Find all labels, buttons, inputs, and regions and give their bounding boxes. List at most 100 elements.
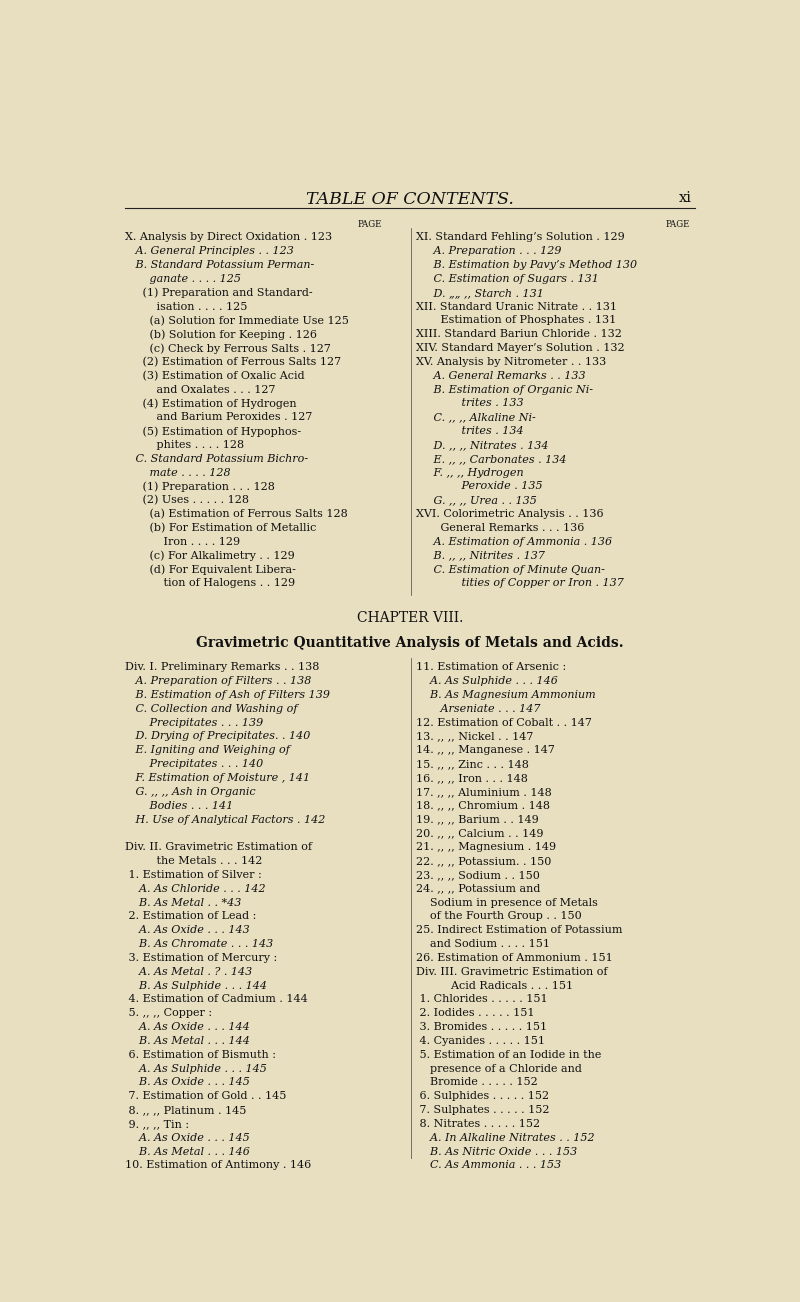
Text: A. General Remarks . . 133: A. General Remarks . . 133	[416, 371, 586, 380]
Text: XII. Standard Uranic Nitrate . . 131: XII. Standard Uranic Nitrate . . 131	[416, 302, 618, 311]
Text: C. Standard Potassium Bichro-: C. Standard Potassium Bichro-	[125, 454, 308, 464]
Text: (4) Estimation of Hydrogen: (4) Estimation of Hydrogen	[125, 398, 297, 409]
Text: 20. ,, ,, Calcium . . 149: 20. ,, ,, Calcium . . 149	[416, 828, 544, 838]
Text: A. As Oxide . . . 143: A. As Oxide . . . 143	[125, 926, 250, 935]
Text: 2. Iodides . . . . . 151: 2. Iodides . . . . . 151	[416, 1008, 534, 1018]
Text: 3. Estimation of Mercury :: 3. Estimation of Mercury :	[125, 953, 277, 963]
Text: Acid Radicals . . . 151: Acid Radicals . . . 151	[416, 980, 574, 991]
Text: 1. Chlorides . . . . . 151: 1. Chlorides . . . . . 151	[416, 995, 548, 1004]
Text: 7. Estimation of Gold . . 145: 7. Estimation of Gold . . 145	[125, 1091, 286, 1101]
Text: 5. ,, ,, Copper :: 5. ,, ,, Copper :	[125, 1008, 212, 1018]
Text: (2) Estimation of Ferrous Salts 127: (2) Estimation of Ferrous Salts 127	[125, 357, 341, 367]
Text: E. Igniting and Weighing of: E. Igniting and Weighing of	[125, 745, 290, 755]
Text: E. ,, ,, Carbonates . 134: E. ,, ,, Carbonates . 134	[416, 454, 566, 464]
Text: Peroxide . 135: Peroxide . 135	[416, 482, 543, 491]
Text: X. Analysis by Direct Oxidation . 123: X. Analysis by Direct Oxidation . 123	[125, 233, 332, 242]
Text: (1) Preparation and Standard-: (1) Preparation and Standard-	[125, 288, 313, 298]
Text: 6. Sulphides . . . . . 152: 6. Sulphides . . . . . 152	[416, 1091, 550, 1101]
Text: isation . . . . 125: isation . . . . 125	[125, 302, 247, 311]
Text: Precipitates . . . 140: Precipitates . . . 140	[125, 759, 263, 769]
Text: B. Estimation of Ash of Filters 139: B. Estimation of Ash of Filters 139	[125, 690, 330, 700]
Text: trites . 133: trites . 133	[416, 398, 524, 409]
Text: C. Collection and Washing of: C. Collection and Washing of	[125, 704, 298, 713]
Text: 7. Sulphates . . . . . 152: 7. Sulphates . . . . . 152	[416, 1105, 550, 1115]
Text: C. Estimation of Sugars . 131: C. Estimation of Sugars . 131	[416, 273, 599, 284]
Text: Precipitates . . . 139: Precipitates . . . 139	[125, 717, 263, 728]
Text: CHAPTER VIII.: CHAPTER VIII.	[357, 611, 463, 625]
Text: Div. III. Gravimetric Estimation of: Div. III. Gravimetric Estimation of	[416, 966, 608, 976]
Text: 17. ,, ,, Aluminium . 148: 17. ,, ,, Aluminium . 148	[416, 786, 552, 797]
Text: 10. Estimation of Antimony . 146: 10. Estimation of Antimony . 146	[125, 1160, 311, 1170]
Text: (b) Solution for Keeping . 126: (b) Solution for Keeping . 126	[125, 329, 317, 340]
Text: B. As Metal . . . 144: B. As Metal . . . 144	[125, 1036, 250, 1046]
Text: A. As Chloride . . . 142: A. As Chloride . . . 142	[125, 884, 266, 893]
Text: (3) Estimation of Oxalic Acid: (3) Estimation of Oxalic Acid	[125, 371, 305, 381]
Text: and Barium Peroxides . 127: and Barium Peroxides . 127	[125, 413, 312, 422]
Text: B. As Oxide . . . 145: B. As Oxide . . . 145	[125, 1077, 250, 1087]
Text: mate . . . . 128: mate . . . . 128	[125, 467, 230, 478]
Text: 26. Estimation of Ammonium . 151: 26. Estimation of Ammonium . 151	[416, 953, 613, 963]
Text: ganate . . . . 125: ganate . . . . 125	[125, 273, 241, 284]
Text: 4. Cyanides . . . . . 151: 4. Cyanides . . . . . 151	[416, 1036, 546, 1046]
Text: A. As Oxide . . . 144: A. As Oxide . . . 144	[125, 1022, 250, 1032]
Text: B. As Magnesium Ammonium: B. As Magnesium Ammonium	[416, 690, 596, 700]
Text: C. ,, ,, Alkaline Ni-: C. ,, ,, Alkaline Ni-	[416, 413, 536, 422]
Text: B. Estimation of Organic Ni-: B. Estimation of Organic Ni-	[416, 384, 594, 395]
Text: xi: xi	[679, 191, 692, 206]
Text: 12. Estimation of Cobalt . . 147: 12. Estimation of Cobalt . . 147	[416, 717, 592, 728]
Text: (2) Uses . . . . . 128: (2) Uses . . . . . 128	[125, 495, 249, 505]
Text: B. Estimation by Pavy’s Method 130: B. Estimation by Pavy’s Method 130	[416, 260, 638, 270]
Text: (c) For Alkalimetry . . 129: (c) For Alkalimetry . . 129	[125, 551, 294, 561]
Text: tities of Copper or Iron . 137: tities of Copper or Iron . 137	[416, 578, 624, 589]
Text: A. As Oxide . . . 145: A. As Oxide . . . 145	[125, 1133, 250, 1143]
Text: F. Estimation of Moisture , 141: F. Estimation of Moisture , 141	[125, 773, 310, 783]
Text: B. ,, ,, Nitrites . 137: B. ,, ,, Nitrites . 137	[416, 551, 546, 561]
Text: A. Estimation of Ammonia . 136: A. Estimation of Ammonia . 136	[416, 536, 612, 547]
Text: 25. Indirect Estimation of Potassium: 25. Indirect Estimation of Potassium	[416, 926, 622, 935]
Text: Iron . . . . 129: Iron . . . . 129	[125, 536, 240, 547]
Text: (a) Solution for Immediate Use 125: (a) Solution for Immediate Use 125	[125, 315, 349, 326]
Text: H. Use of Analytical Factors . 142: H. Use of Analytical Factors . 142	[125, 815, 325, 824]
Text: D. „„ ,, Starch . 131: D. „„ ,, Starch . 131	[416, 288, 544, 298]
Text: 23. ,, ,, Sodium . . 150: 23. ,, ,, Sodium . . 150	[416, 870, 540, 880]
Text: A. General Principles . . 123: A. General Principles . . 123	[125, 246, 294, 256]
Text: G. ,, ,, Urea . . 135: G. ,, ,, Urea . . 135	[416, 495, 537, 505]
Text: XV. Analysis by Nitrometer . . 133: XV. Analysis by Nitrometer . . 133	[416, 357, 606, 367]
Text: 6. Estimation of Bismuth :: 6. Estimation of Bismuth :	[125, 1049, 276, 1060]
Text: and Sodium . . . . 151: and Sodium . . . . 151	[416, 939, 550, 949]
Text: General Remarks . . . 136: General Remarks . . . 136	[416, 523, 585, 533]
Text: A. As Metal . ? . 143: A. As Metal . ? . 143	[125, 966, 252, 976]
Text: B. As Metal . . *43: B. As Metal . . *43	[125, 897, 241, 907]
Text: 21. ,, ,, Magnesium . 149: 21. ,, ,, Magnesium . 149	[416, 842, 556, 853]
Text: Arseniate . . . 147: Arseniate . . . 147	[416, 704, 541, 713]
Text: B. As Metal . . . 146: B. As Metal . . . 146	[125, 1147, 250, 1156]
Text: trites . 134: trites . 134	[416, 426, 524, 436]
Text: (b) For Estimation of Metallic: (b) For Estimation of Metallic	[125, 523, 316, 534]
Text: B. As Nitric Oxide . . . 153: B. As Nitric Oxide . . . 153	[416, 1147, 578, 1156]
Text: 9. ,, ,, Tin :: 9. ,, ,, Tin :	[125, 1118, 189, 1129]
Text: D. Drying of Precipitates. . 140: D. Drying of Precipitates. . 140	[125, 732, 310, 742]
Text: 1. Estimation of Silver :: 1. Estimation of Silver :	[125, 870, 262, 880]
Text: 5. Estimation of an Iodide in the: 5. Estimation of an Iodide in the	[416, 1049, 602, 1060]
Text: Bromide . . . . . 152: Bromide . . . . . 152	[416, 1077, 538, 1087]
Text: 8. Nitrates . . . . . 152: 8. Nitrates . . . . . 152	[416, 1118, 540, 1129]
Text: 19. ,, ,, Barium . . 149: 19. ,, ,, Barium . . 149	[416, 815, 539, 824]
Text: B. Standard Potassium Perman-: B. Standard Potassium Perman-	[125, 260, 314, 270]
Text: XIV. Standard Mayer’s Solution . 132: XIV. Standard Mayer’s Solution . 132	[416, 344, 625, 353]
Text: phites . . . . 128: phites . . . . 128	[125, 440, 244, 450]
Text: PAGE: PAGE	[358, 220, 382, 229]
Text: A. As Sulphide . . . 145: A. As Sulphide . . . 145	[125, 1064, 266, 1074]
Text: G. ,, ,, Ash in Organic: G. ,, ,, Ash in Organic	[125, 786, 255, 797]
Text: 2. Estimation of Lead :: 2. Estimation of Lead :	[125, 911, 256, 922]
Text: D. ,, ,, Nitrates . 134: D. ,, ,, Nitrates . 134	[416, 440, 549, 450]
Text: (d) For Equivalent Libera-: (d) For Equivalent Libera-	[125, 565, 296, 575]
Text: 15. ,, ,, Zinc . . . 148: 15. ,, ,, Zinc . . . 148	[416, 759, 529, 769]
Text: Div. I. Preliminary Remarks . . 138: Div. I. Preliminary Remarks . . 138	[125, 663, 319, 672]
Text: A. As Sulphide . . . 146: A. As Sulphide . . . 146	[416, 676, 558, 686]
Text: C. As Ammonia . . . 153: C. As Ammonia . . . 153	[416, 1160, 562, 1170]
Text: 22. ,, ,, Potassium. . 150: 22. ,, ,, Potassium. . 150	[416, 855, 551, 866]
Text: (c) Check by Ferrous Salts . 127: (c) Check by Ferrous Salts . 127	[125, 344, 330, 354]
Text: XIII. Standard Bariun Chloride . 132: XIII. Standard Bariun Chloride . 132	[416, 329, 622, 340]
Text: 3. Bromides . . . . . 151: 3. Bromides . . . . . 151	[416, 1022, 547, 1032]
Text: Sodium in presence of Metals: Sodium in presence of Metals	[416, 897, 598, 907]
